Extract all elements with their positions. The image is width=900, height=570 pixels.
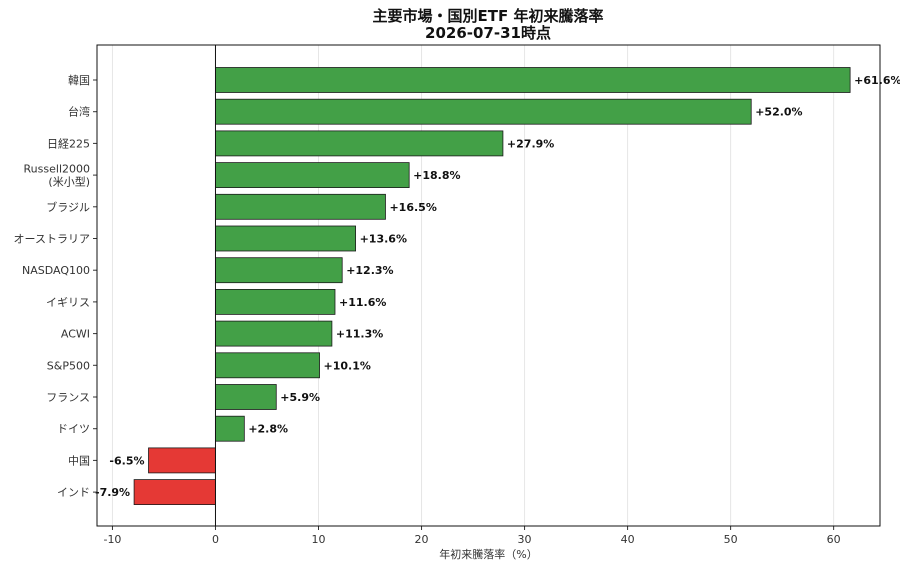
bar bbox=[148, 447, 216, 474]
x-axis-ticks: -10 0 10 20 30 40 50 60 bbox=[103, 526, 841, 546]
data-label: +18.8% bbox=[413, 169, 460, 182]
category-label: NASDAQ100 bbox=[22, 264, 90, 277]
bar bbox=[215, 257, 343, 284]
x-axis-label: 年初来騰落率（%） bbox=[439, 547, 537, 561]
bar bbox=[215, 352, 320, 379]
bar bbox=[215, 162, 410, 189]
data-label: +2.8% bbox=[248, 423, 288, 436]
chart-subtitle: 2026-07-31時点 bbox=[425, 24, 551, 42]
data-label: +12.3% bbox=[346, 264, 393, 277]
data-label: +10.1% bbox=[324, 359, 371, 372]
data-label: -7.9% bbox=[95, 486, 130, 499]
category-label: 韓国 bbox=[68, 74, 90, 87]
x-tick-label: 30 bbox=[518, 533, 532, 546]
x-tick-label: 40 bbox=[621, 533, 635, 546]
x-tick-label: 0 bbox=[212, 533, 219, 546]
data-label: +27.9% bbox=[507, 137, 554, 150]
category-label: Russell2000 (米小型) bbox=[24, 163, 90, 189]
chart-title: 主要市場・国別ETF 年初来騰落率 bbox=[373, 7, 604, 25]
bar bbox=[215, 67, 851, 93]
category-label: ブラジル bbox=[46, 200, 90, 214]
category-label: 日経225 bbox=[47, 137, 90, 150]
category-label: 中国 bbox=[68, 454, 90, 467]
category-label: S&P500 bbox=[47, 359, 90, 372]
bar bbox=[215, 415, 245, 442]
bar bbox=[133, 479, 216, 506]
bar bbox=[215, 98, 752, 125]
x-tick-label: 20 bbox=[415, 533, 429, 546]
bar bbox=[215, 193, 386, 220]
data-label: +52.0% bbox=[755, 106, 802, 119]
data-label: +5.9% bbox=[280, 391, 320, 404]
bar bbox=[215, 225, 356, 252]
data-label: +61.6% bbox=[854, 74, 900, 87]
category-label: ACWI bbox=[61, 328, 90, 341]
x-tick-label: -10 bbox=[103, 533, 121, 546]
data-labels: +61.6% +52.0% +27.9% +18.8% +16.5% +13.6% +12.… bbox=[95, 74, 900, 499]
data-label: +16.5% bbox=[389, 201, 436, 214]
bar bbox=[215, 288, 336, 315]
x-tick-label: 10 bbox=[312, 533, 326, 546]
category-label: フランス bbox=[46, 391, 90, 404]
bars bbox=[133, 67, 851, 506]
category-label: 台湾 bbox=[68, 105, 90, 119]
category-label: オーストラリア bbox=[14, 233, 90, 246]
bar bbox=[215, 130, 504, 157]
data-label: +11.3% bbox=[336, 328, 383, 341]
bar bbox=[215, 320, 333, 347]
category-label: イギリス bbox=[46, 296, 90, 309]
plot-frame bbox=[96, 44, 881, 527]
category-label: インド bbox=[57, 486, 90, 499]
data-label: -6.5% bbox=[109, 454, 144, 467]
category-label: ドイツ bbox=[57, 423, 90, 436]
x-tick-label: 60 bbox=[827, 533, 841, 546]
data-label: +11.6% bbox=[339, 296, 386, 309]
bar bbox=[215, 384, 277, 410]
x-tick-label: 50 bbox=[724, 533, 738, 546]
data-label: +13.6% bbox=[360, 233, 407, 246]
